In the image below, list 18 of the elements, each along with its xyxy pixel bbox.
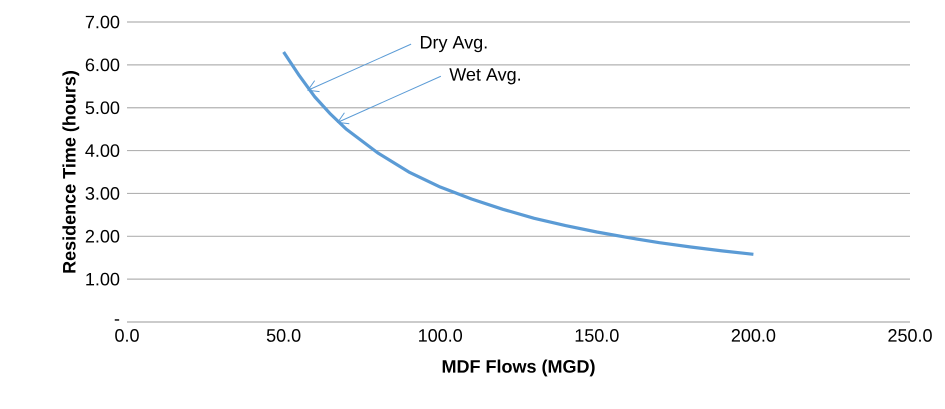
x-tick-label: 200.0 xyxy=(732,329,776,342)
y-tick-label: 4.00 xyxy=(85,144,120,157)
x-tick-label: 150.0 xyxy=(576,329,619,342)
x-tick-label: 50.0 xyxy=(266,329,300,342)
annotation: Wet Avg. xyxy=(449,68,520,84)
y-tick-label: 6.00 xyxy=(86,58,120,72)
x-tick-label: 250.0 xyxy=(888,329,932,342)
y-tick-label: 2.00 xyxy=(86,230,120,243)
y-tick-label: 1.00 xyxy=(86,272,120,286)
x-tick-label: 0.0 xyxy=(115,329,139,342)
x-axis-title: MDF Flows (MGD) xyxy=(442,360,595,376)
y-tick-label: - xyxy=(114,319,120,321)
annotation: Dry Avg. xyxy=(420,36,487,52)
y-axis-title: Residence Time (hours) xyxy=(62,71,80,273)
y-tick-label: 5.00 xyxy=(86,101,120,114)
y-tick-label: 7.00 xyxy=(86,16,120,28)
y-tick-label: 3.00 xyxy=(86,187,120,200)
x-tick-label: 100.0 xyxy=(419,329,462,342)
